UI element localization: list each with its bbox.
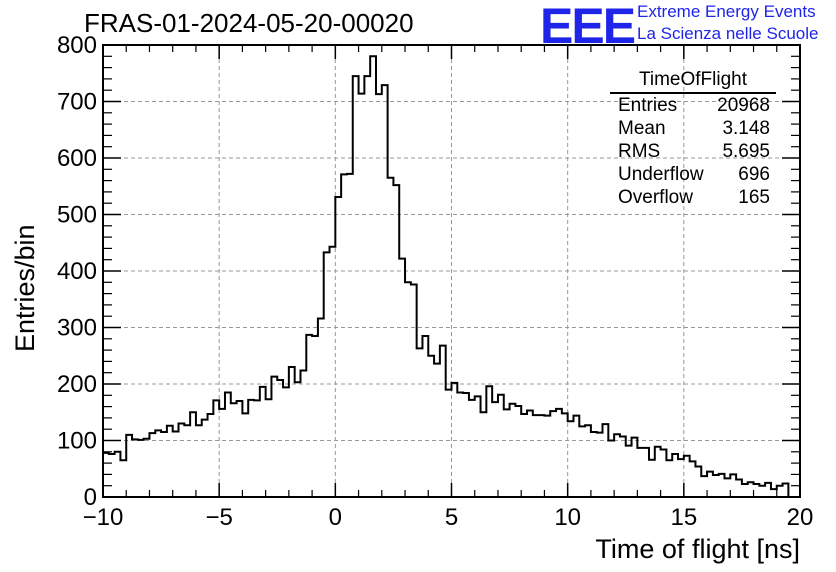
logo-line-2: La Scienza nelle Scuole (637, 24, 819, 43)
gridlines (103, 45, 800, 497)
stats-label: Mean (618, 118, 666, 139)
stats-value: 3.148 (722, 118, 770, 139)
x-tick-label: −10 (83, 504, 124, 531)
y-tick-label: 300 (57, 315, 97, 342)
x-tick-label: 20 (787, 504, 814, 531)
plot-title: FRAS-01-2024-05-20-00020 (84, 8, 414, 38)
logo-line-1: Extreme Energy Events (637, 2, 816, 21)
y-axis-label: Entries/bin (10, 224, 40, 352)
histogram-line (103, 55, 800, 498)
y-tick-label: 800 (57, 32, 97, 59)
x-tick-label: 0 (329, 504, 342, 531)
stats-row: Mean 3.148 (610, 117, 776, 140)
y-tick-label: 0 (84, 484, 97, 511)
stats-value: 696 (738, 164, 770, 185)
stats-row: RMS 5.695 (610, 140, 776, 163)
stats-box: TimeOfFlight Entries 20968 Mean 3.148 RM… (610, 68, 776, 209)
stats-row: Entries 20968 (610, 94, 776, 117)
x-tick-label: 15 (670, 504, 697, 531)
stats-row: Underflow 696 (610, 163, 776, 186)
x-tick-label: −5 (205, 504, 232, 531)
y-tick-label: 500 (57, 202, 97, 229)
stats-label: Entries (618, 95, 678, 116)
stats-title: TimeOfFlight (610, 68, 776, 94)
stats-value: 165 (738, 187, 770, 208)
y-tick-label: 100 (57, 428, 97, 455)
y-tick-label: 600 (57, 145, 97, 172)
stats-label: Overflow (618, 187, 693, 208)
y-tick-label: 400 (57, 258, 97, 285)
x-axis-label: Time of flight [ns] (595, 534, 800, 564)
y-tick-label: 700 (57, 89, 97, 116)
stats-row: Overflow 165 (610, 186, 776, 209)
stats-label: Underflow (618, 164, 704, 185)
x-tick-label: 10 (554, 504, 581, 531)
stats-value: 5.695 (722, 141, 770, 162)
stats-label: RMS (618, 141, 661, 162)
x-tick-label: 5 (445, 504, 458, 531)
stats-value: 20968 (717, 95, 770, 116)
axis-ticks (102, 44, 801, 498)
eee-logo: EEE (540, 0, 636, 54)
y-tick-label: 200 (57, 371, 97, 398)
